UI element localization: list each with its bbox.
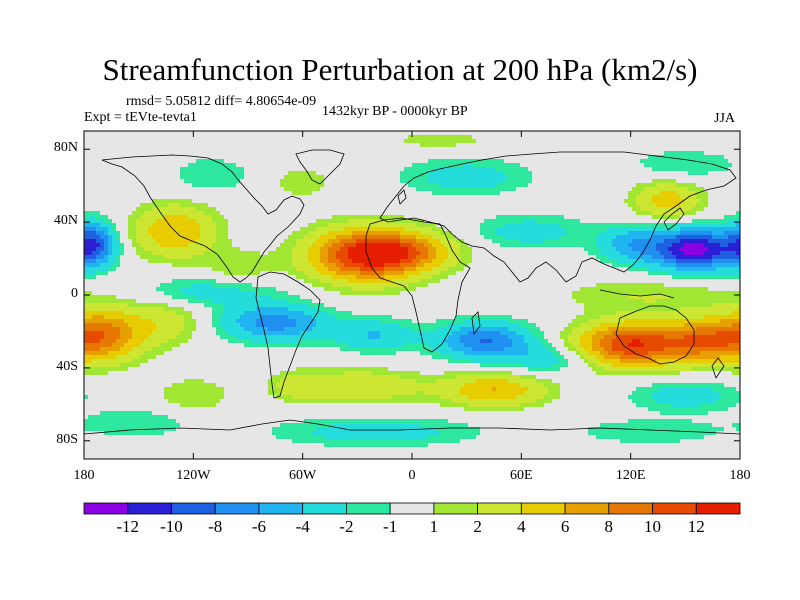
colorbar-label: 8 <box>604 517 614 536</box>
x-tick-label: 120E <box>615 468 646 483</box>
x-tick-label: 180 <box>729 468 751 483</box>
colorbar-label: -2 <box>339 517 354 536</box>
coast-japan <box>663 207 685 231</box>
colorbar-box <box>389 502 435 515</box>
coastlines <box>84 149 740 435</box>
coast-north-america <box>101 154 305 283</box>
colorbar-box <box>302 502 347 515</box>
colorbar-label: -6 <box>251 517 267 536</box>
colorbar-label: -4 <box>295 517 310 536</box>
experiment-label: Expt = tEVte-tevta1 <box>84 110 197 125</box>
colorbar-label: -1 <box>383 517 398 536</box>
colorbar-label: 10 <box>644 517 662 536</box>
colorbar-label: -8 <box>208 517 223 536</box>
colorbar-box <box>258 502 304 515</box>
x-tick-label: 180 <box>73 468 95 483</box>
coast-africa <box>365 217 471 353</box>
coast-antarctica <box>84 419 740 435</box>
colorbar-label: 1 <box>429 517 439 536</box>
colorbar-box <box>127 502 172 515</box>
colorbar-box <box>652 502 697 515</box>
y-tick-label: 80N <box>53 140 78 156</box>
period-label: 1432kyr BP - 0000kyr BP <box>322 104 468 119</box>
colorbar-label: 4 <box>517 517 526 536</box>
colorbar-box <box>520 502 566 515</box>
colorbar-label: -12 <box>116 517 140 536</box>
colorbar-label: -10 <box>160 517 183 536</box>
x-tick-label: 60W <box>289 468 317 483</box>
stats-label: rmsd= 5.05812 diff= 4.80654e-09 <box>126 94 317 109</box>
colorbar-box <box>345 502 391 515</box>
colorbar-box <box>171 502 216 515</box>
coast-madagascar <box>471 311 481 336</box>
colorbar-box <box>608 502 653 515</box>
coast-uk <box>397 189 407 205</box>
coast-indonesia <box>599 289 675 299</box>
season-label: JJA <box>714 111 736 126</box>
coast-south-america <box>255 271 321 399</box>
colorbar-box <box>695 502 741 515</box>
coast-eurasia <box>379 151 737 283</box>
colorbar-box <box>564 502 610 515</box>
map-title: Streamfunction Perturbation at 200 hPa (… <box>102 52 698 87</box>
axis-ticks <box>83 131 741 459</box>
colorbar-label: 6 <box>560 517 570 536</box>
colorbar <box>83 502 741 515</box>
colorbar-box <box>477 502 522 515</box>
y-tick-label: 40S <box>56 358 78 374</box>
colorbar-box <box>214 502 260 515</box>
colorbar-box <box>433 502 479 515</box>
x-tick-label: 0 <box>408 468 416 483</box>
y-tick-label: 80S <box>56 431 78 447</box>
y-tick-label: 0 <box>71 286 78 301</box>
x-tick-label: 120W <box>176 468 211 483</box>
colorbar-label: 12 <box>687 517 705 536</box>
colorbar-label: 2 <box>473 517 482 536</box>
x-tick-label: 60E <box>510 468 533 483</box>
coast-new-zealand <box>711 357 725 379</box>
y-tick-label: 40N <box>53 213 78 229</box>
coast-greenland <box>295 149 345 185</box>
coast-australia <box>615 305 695 365</box>
streamfunction-field <box>84 131 740 459</box>
colorbar-box <box>83 502 129 515</box>
